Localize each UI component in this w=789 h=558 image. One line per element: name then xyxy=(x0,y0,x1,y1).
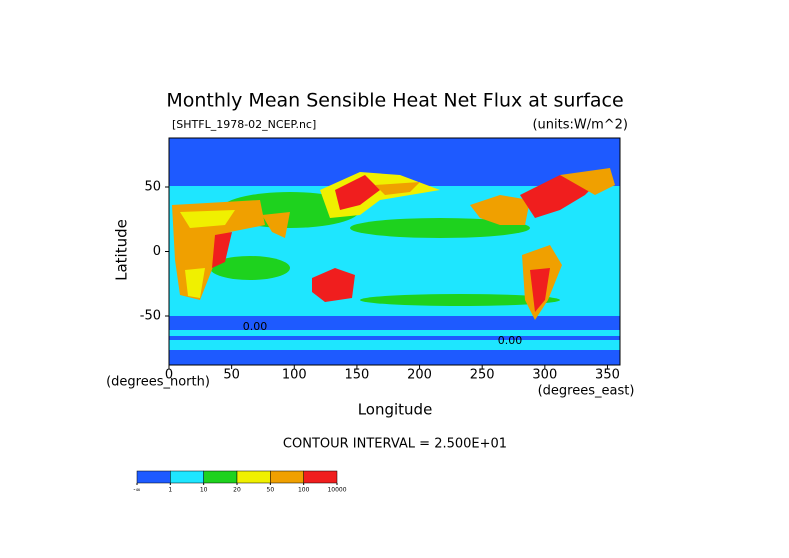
x-ticks: 0 50 100 150 200 250 300 350 xyxy=(165,365,620,383)
x-tick-label: 150 xyxy=(345,368,370,383)
colorbar-label: 1 xyxy=(168,487,172,494)
x-tick-label: 100 xyxy=(282,368,307,383)
x-tick-label: 250 xyxy=(470,368,495,383)
x-tick-label: 50 xyxy=(223,368,240,383)
colorbar: -∞ 1 10 20 50 100 10000 xyxy=(133,470,347,494)
y-tick-label: -50 xyxy=(140,308,161,323)
chart-title: Monthly Mean Sensible Heat Net Flux at s… xyxy=(166,90,623,112)
x-tick-label: 200 xyxy=(407,368,432,383)
colorbar-label: 20 xyxy=(233,487,241,494)
y-tick-label: 50 xyxy=(144,180,161,195)
contour-field xyxy=(168,137,621,366)
x-units-label: (degrees_east) xyxy=(538,384,635,399)
colorbar-swatch xyxy=(170,470,204,484)
x-axis-title: Longitude xyxy=(358,401,433,419)
colorbar-label: 10000 xyxy=(327,487,346,494)
colorbar-label: 10 xyxy=(200,487,208,494)
x-tick-label: 350 xyxy=(595,368,620,383)
units-label: (units:W/m^2) xyxy=(532,118,628,133)
colorbar-swatch xyxy=(136,470,171,484)
x-tick-label: 300 xyxy=(532,368,557,383)
colorbar-swatch xyxy=(270,470,304,484)
colorbar-label: 50 xyxy=(267,487,275,494)
contour-label: 0.00 xyxy=(498,334,523,347)
colorbar-swatch xyxy=(203,470,238,484)
y-axis-title: Latitude xyxy=(113,219,131,281)
x-tick-label: 0 xyxy=(165,368,173,383)
colorbar-swatch xyxy=(303,470,338,484)
y-ticks: -50 0 50 xyxy=(140,180,169,323)
y-units-label: (degrees_north) xyxy=(106,375,210,390)
colorbar-label: -∞ xyxy=(133,487,140,494)
contour-label: 0.00 xyxy=(243,320,268,333)
colorbar-swatch xyxy=(236,470,271,484)
contour-interval: CONTOUR INTERVAL = 2.500E+01 xyxy=(283,437,507,452)
colorbar-label: 100 xyxy=(298,487,310,494)
y-tick-label: 0 xyxy=(153,244,161,259)
file-label: [SHTFL_1978-02_NCEP.nc] xyxy=(172,118,316,131)
